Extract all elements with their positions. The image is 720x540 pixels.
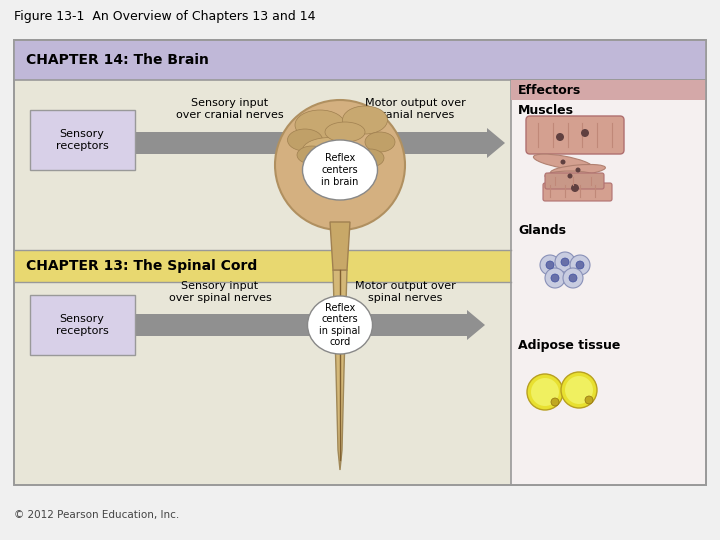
Circle shape bbox=[531, 378, 559, 406]
Circle shape bbox=[545, 268, 565, 288]
FancyBboxPatch shape bbox=[543, 183, 612, 201]
Circle shape bbox=[571, 184, 579, 192]
Circle shape bbox=[570, 255, 590, 275]
Polygon shape bbox=[333, 270, 347, 470]
Bar bbox=[511, 80, 706, 485]
Ellipse shape bbox=[295, 110, 345, 140]
Circle shape bbox=[569, 274, 577, 282]
Circle shape bbox=[576, 261, 584, 269]
Text: © 2012 Pearson Education, Inc.: © 2012 Pearson Education, Inc. bbox=[14, 510, 179, 520]
Text: Effectors: Effectors bbox=[518, 84, 581, 97]
Text: Motor output over
spinal nerves: Motor output over spinal nerves bbox=[355, 281, 455, 303]
Circle shape bbox=[540, 255, 560, 275]
Circle shape bbox=[581, 129, 589, 137]
Text: Sensory
receptors: Sensory receptors bbox=[55, 314, 109, 336]
Ellipse shape bbox=[551, 165, 606, 176]
Circle shape bbox=[551, 274, 559, 282]
Text: Reflex
centers
in brain: Reflex centers in brain bbox=[321, 153, 359, 187]
Bar bbox=[14, 40, 706, 80]
Circle shape bbox=[546, 261, 554, 269]
Ellipse shape bbox=[343, 106, 387, 134]
Circle shape bbox=[563, 268, 583, 288]
Ellipse shape bbox=[534, 154, 593, 170]
Ellipse shape bbox=[297, 146, 327, 164]
Text: Sensory input
over cranial nerves: Sensory input over cranial nerves bbox=[176, 98, 284, 120]
Bar bbox=[14, 40, 706, 485]
Circle shape bbox=[565, 376, 593, 404]
Circle shape bbox=[551, 398, 559, 406]
Circle shape bbox=[556, 133, 564, 141]
Text: Sensory input
over spinal nerves: Sensory input over spinal nerves bbox=[168, 281, 271, 303]
Text: Sensory
receptors: Sensory receptors bbox=[55, 129, 109, 151]
Ellipse shape bbox=[356, 149, 384, 167]
FancyBboxPatch shape bbox=[545, 173, 604, 189]
Text: Adipose tissue: Adipose tissue bbox=[518, 339, 621, 352]
Bar bbox=[30, 110, 135, 170]
Circle shape bbox=[527, 374, 563, 410]
Text: CHAPTER 14: The Brain: CHAPTER 14: The Brain bbox=[26, 53, 209, 67]
Text: Glands: Glands bbox=[518, 224, 566, 237]
Circle shape bbox=[555, 252, 575, 272]
Circle shape bbox=[567, 173, 572, 179]
Circle shape bbox=[560, 159, 565, 165]
Ellipse shape bbox=[307, 296, 372, 354]
Circle shape bbox=[585, 396, 593, 404]
Ellipse shape bbox=[365, 132, 395, 152]
Ellipse shape bbox=[275, 100, 405, 230]
FancyBboxPatch shape bbox=[526, 116, 624, 154]
Ellipse shape bbox=[302, 140, 377, 200]
Bar bbox=[14, 40, 706, 485]
Bar bbox=[14, 250, 511, 282]
Text: Reflex
centers
in spinal
cord: Reflex centers in spinal cord bbox=[320, 302, 361, 347]
Text: Muscles: Muscles bbox=[518, 104, 574, 117]
Polygon shape bbox=[330, 222, 350, 270]
FancyArrow shape bbox=[135, 310, 485, 340]
Bar bbox=[511, 80, 706, 100]
Circle shape bbox=[575, 167, 580, 172]
Bar bbox=[30, 295, 135, 355]
Ellipse shape bbox=[325, 122, 365, 142]
Text: Figure 13-1  An Overview of Chapters 13 and 14: Figure 13-1 An Overview of Chapters 13 a… bbox=[14, 10, 315, 23]
FancyArrow shape bbox=[135, 128, 505, 158]
Text: Motor output over
cranial nerves: Motor output over cranial nerves bbox=[364, 98, 465, 120]
Ellipse shape bbox=[545, 171, 595, 181]
Text: CHAPTER 13: The Spinal Cord: CHAPTER 13: The Spinal Cord bbox=[26, 259, 257, 273]
Ellipse shape bbox=[287, 129, 323, 151]
Circle shape bbox=[561, 372, 597, 408]
Circle shape bbox=[561, 258, 569, 266]
Ellipse shape bbox=[302, 138, 358, 163]
